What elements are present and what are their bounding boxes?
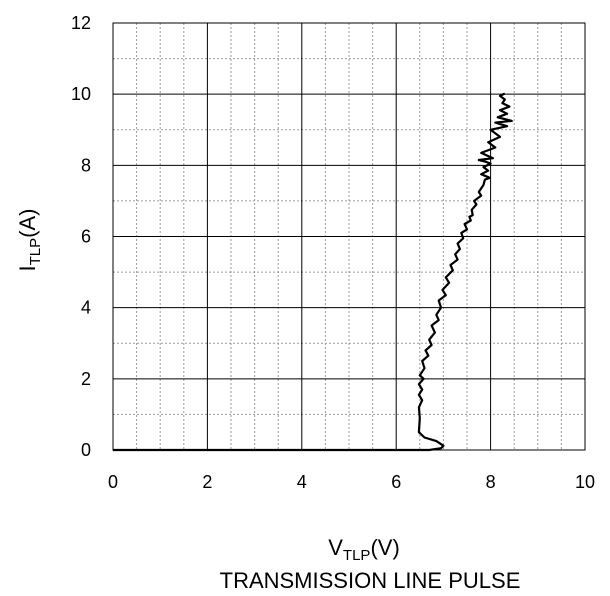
- x-tick-label: 0: [108, 472, 118, 492]
- y-tick-label: 8: [81, 155, 91, 175]
- y-tick-label: 12: [71, 13, 91, 33]
- y-tick-label: 6: [81, 227, 91, 247]
- y-tick-label: 0: [81, 440, 91, 460]
- x-tick-labels: 0 2 4 6 8 10: [108, 472, 595, 492]
- chart-title: TRANSMISSION LINE PULSE: [220, 568, 521, 593]
- x-tick-label: 10: [575, 472, 595, 492]
- x-tick-label: 2: [202, 472, 212, 492]
- y-axis-label: ITLP(A): [15, 209, 44, 272]
- x-axis-label: VTLP(V): [328, 535, 400, 564]
- y-tick-label: 2: [81, 369, 91, 389]
- x-tick-label: 8: [486, 472, 496, 492]
- y-tick-label: 10: [71, 84, 91, 104]
- x-tick-label: 6: [391, 472, 401, 492]
- x-tick-label: 4: [297, 472, 307, 492]
- series-line: [113, 92, 513, 452]
- y-tick-label: 4: [81, 298, 91, 318]
- y-tick-labels: 0 2 4 6 8 10 12: [71, 13, 91, 460]
